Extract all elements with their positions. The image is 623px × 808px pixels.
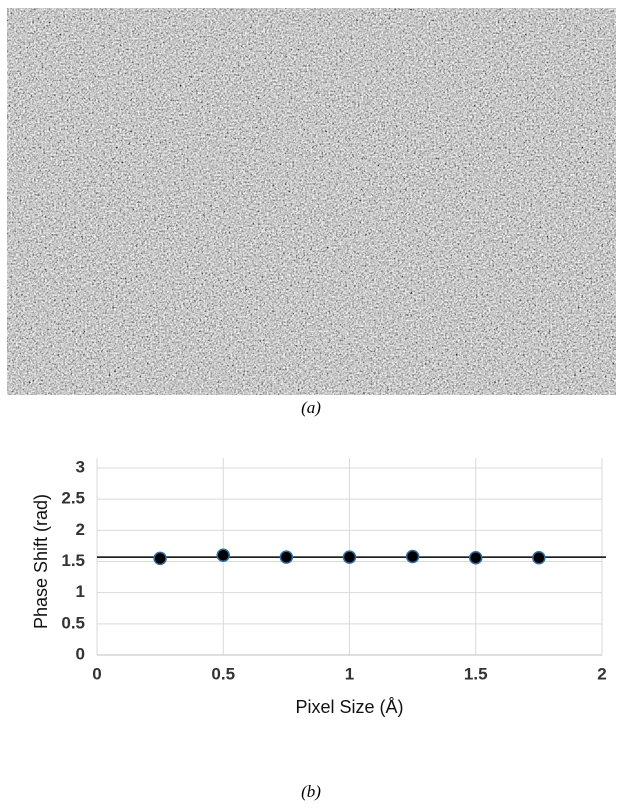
x-tick-label: 2 (597, 664, 606, 683)
x-tick-label: 0 (92, 664, 101, 683)
data-point (153, 551, 167, 566)
y-tick-label: 0.5 (61, 613, 85, 632)
data-point (532, 551, 546, 565)
data-point (342, 550, 357, 564)
caption-a: (a) (301, 398, 321, 417)
x-tick-label: 0.5 (211, 664, 235, 683)
caption-b: (b) (301, 782, 321, 801)
chart: 0 0.5 1 1.5 2 2.5 3 0 0.5 1 1.5 2 Pixel Size (Å) Phas… (31, 457, 607, 716)
data-point (405, 549, 420, 564)
x-axis-label: Pixel Size (Å) (295, 697, 403, 717)
y-tick-label: 1.5 (61, 551, 85, 570)
y-tick-label: 0 (76, 644, 85, 663)
y-tick-label: 3 (76, 457, 85, 476)
data-point (469, 551, 483, 565)
data-point (279, 550, 294, 564)
y-axis-label: Phase Shift (rad) (31, 494, 51, 629)
x-tick-label: 1 (345, 664, 354, 683)
y-tick-label: 2.5 (61, 489, 85, 508)
y-tick-label: 1 (76, 582, 85, 601)
y-tick-label: 2 (76, 520, 85, 539)
data-point (216, 548, 230, 563)
micrograph (7, 8, 616, 395)
x-tick-label: 1.5 (464, 664, 488, 683)
